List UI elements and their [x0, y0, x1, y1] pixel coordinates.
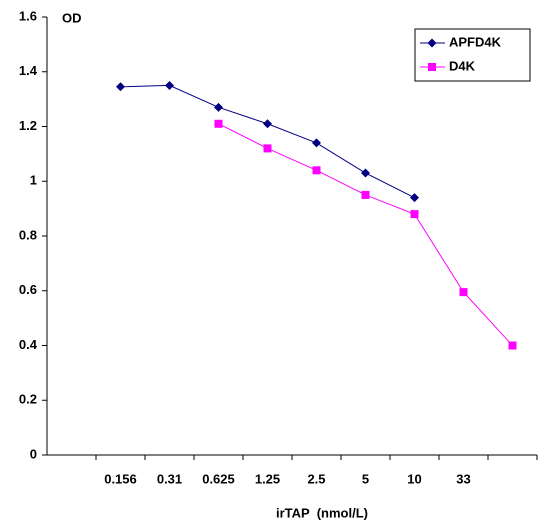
marker	[165, 80, 174, 90]
x-tick-label: 5	[362, 471, 369, 486]
y-tick-label: 1.2	[19, 118, 37, 133]
marker	[312, 166, 321, 175]
legend-marker	[428, 63, 436, 71]
y-tick-label: 1.6	[19, 8, 37, 23]
y-tick-label: 0.2	[19, 392, 37, 407]
marker	[361, 190, 370, 199]
marker	[116, 82, 125, 92]
x-tick-label: 0.625	[202, 471, 235, 486]
marker	[263, 119, 272, 129]
legend-label: APFD4K	[449, 34, 502, 49]
y-tick-label: 0	[30, 446, 37, 461]
marker	[263, 144, 272, 153]
x-tick-label: 1.25	[255, 471, 280, 486]
marker	[214, 119, 223, 128]
x-tick-label: 0.156	[104, 471, 137, 486]
y-axis-label: OD	[62, 10, 82, 25]
x-tick-label: 0.31	[157, 471, 182, 486]
marker	[508, 341, 517, 350]
marker	[312, 138, 321, 148]
y-tick-label: 0.8	[19, 227, 37, 242]
legend-label: D4K	[449, 58, 476, 73]
marker	[410, 210, 419, 219]
x-tick-label: 2.5	[307, 471, 325, 486]
x-axis-label: irTAP (nmol/L)	[276, 505, 368, 520]
legend-marker	[427, 38, 437, 48]
y-tick-label: 0.6	[19, 282, 37, 297]
x-tick-label: 33	[456, 471, 470, 486]
x-tick-label: 10	[407, 471, 421, 486]
y-tick-label: 1.4	[19, 63, 38, 78]
marker	[361, 168, 370, 178]
series-line	[218, 123, 513, 346]
marker	[410, 193, 419, 203]
legend-box	[414, 28, 531, 82]
y-tick-label: 0.4	[19, 337, 38, 352]
y-tick-label: 1	[30, 173, 37, 188]
series-line	[120, 84, 415, 199]
marker	[459, 288, 468, 297]
marker	[214, 102, 223, 112]
